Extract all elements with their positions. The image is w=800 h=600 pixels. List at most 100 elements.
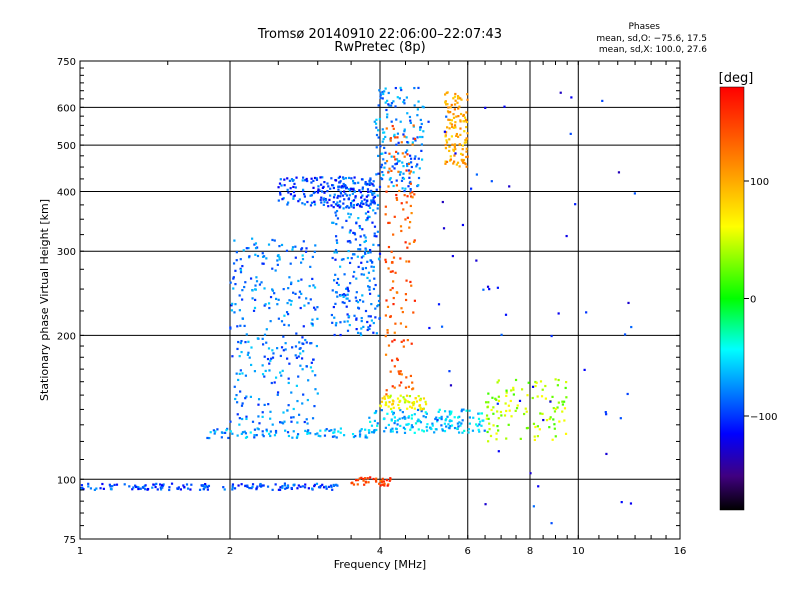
data-point bbox=[333, 333, 336, 337]
data-point bbox=[354, 238, 357, 241]
data-point bbox=[430, 427, 433, 431]
data-point bbox=[457, 107, 460, 110]
data-point bbox=[518, 399, 522, 403]
data-point bbox=[339, 333, 342, 337]
data-point bbox=[449, 158, 452, 161]
data-point bbox=[561, 410, 564, 413]
data-point bbox=[367, 326, 370, 329]
data-point bbox=[409, 180, 412, 184]
data-point bbox=[259, 482, 262, 486]
data-point bbox=[233, 385, 236, 388]
data-point bbox=[335, 251, 339, 254]
data-point bbox=[335, 239, 338, 242]
data-point bbox=[437, 303, 441, 306]
data-point bbox=[334, 291, 338, 294]
data-point bbox=[456, 135, 460, 138]
data-point bbox=[459, 119, 462, 122]
data-point bbox=[333, 428, 336, 431]
data-point bbox=[556, 384, 559, 387]
data-point bbox=[402, 133, 405, 136]
data-point bbox=[408, 394, 412, 398]
data-point bbox=[160, 484, 164, 487]
data-point bbox=[357, 181, 360, 184]
data-point bbox=[389, 315, 392, 318]
data-point bbox=[239, 271, 243, 274]
data-point bbox=[134, 484, 137, 487]
data-point bbox=[343, 301, 346, 305]
data-point bbox=[461, 223, 465, 227]
data-point bbox=[361, 186, 364, 189]
data-point bbox=[437, 410, 440, 414]
data-point bbox=[444, 162, 447, 165]
data-point bbox=[247, 351, 250, 354]
data-point bbox=[299, 364, 302, 367]
data-point bbox=[233, 311, 236, 314]
data-point bbox=[388, 400, 391, 404]
data-point bbox=[243, 285, 246, 289]
data-point bbox=[284, 429, 287, 432]
data-point bbox=[306, 432, 309, 435]
data-point bbox=[369, 251, 372, 254]
data-point bbox=[453, 145, 456, 148]
data-point bbox=[274, 431, 278, 434]
data-point bbox=[315, 178, 319, 181]
data-point bbox=[370, 302, 373, 306]
data-point bbox=[384, 205, 387, 208]
data-point bbox=[391, 287, 394, 290]
data-point bbox=[351, 432, 355, 436]
data-point bbox=[419, 118, 422, 122]
data-point bbox=[360, 333, 363, 337]
data-point bbox=[557, 312, 560, 315]
data-point bbox=[279, 178, 282, 181]
data-point bbox=[334, 248, 338, 252]
data-point bbox=[363, 477, 367, 480]
data-point bbox=[160, 485, 163, 489]
data-point bbox=[304, 429, 307, 432]
data-point bbox=[356, 301, 360, 304]
data-point bbox=[403, 128, 406, 131]
data-point bbox=[484, 503, 487, 506]
data-point bbox=[370, 265, 373, 268]
data-point bbox=[294, 354, 297, 357]
data-point bbox=[418, 404, 421, 407]
data-point bbox=[488, 288, 491, 291]
data-point bbox=[389, 478, 392, 481]
data-point bbox=[277, 254, 280, 257]
data-point bbox=[267, 347, 271, 350]
data-point bbox=[370, 431, 374, 434]
data-point bbox=[415, 165, 418, 168]
data-point bbox=[495, 438, 498, 441]
data-point bbox=[487, 440, 490, 443]
data-point bbox=[301, 202, 304, 205]
data-point bbox=[319, 176, 322, 179]
data-point bbox=[271, 356, 275, 359]
data-point bbox=[389, 288, 392, 292]
data-point bbox=[347, 188, 350, 191]
data-point bbox=[535, 381, 538, 384]
data-point bbox=[534, 425, 537, 429]
data-point bbox=[419, 397, 422, 400]
x-tick-label: 4 bbox=[377, 546, 383, 557]
data-point bbox=[350, 188, 353, 191]
data-point bbox=[374, 212, 377, 215]
data-point bbox=[484, 106, 487, 109]
data-point bbox=[264, 303, 267, 306]
data-point bbox=[232, 262, 236, 265]
data-point bbox=[416, 108, 419, 111]
data-point bbox=[466, 155, 469, 158]
data-point bbox=[482, 288, 485, 291]
data-point bbox=[364, 480, 367, 483]
data-point bbox=[159, 483, 162, 486]
data-point bbox=[369, 324, 372, 327]
data-point bbox=[154, 485, 157, 489]
data-point bbox=[366, 218, 369, 221]
data-point bbox=[281, 486, 284, 489]
data-point bbox=[394, 322, 397, 325]
data-point bbox=[306, 398, 309, 402]
data-point bbox=[500, 414, 503, 417]
data-point bbox=[382, 92, 385, 96]
data-point bbox=[276, 259, 279, 262]
data-point bbox=[372, 287, 376, 291]
data-point bbox=[371, 260, 374, 264]
